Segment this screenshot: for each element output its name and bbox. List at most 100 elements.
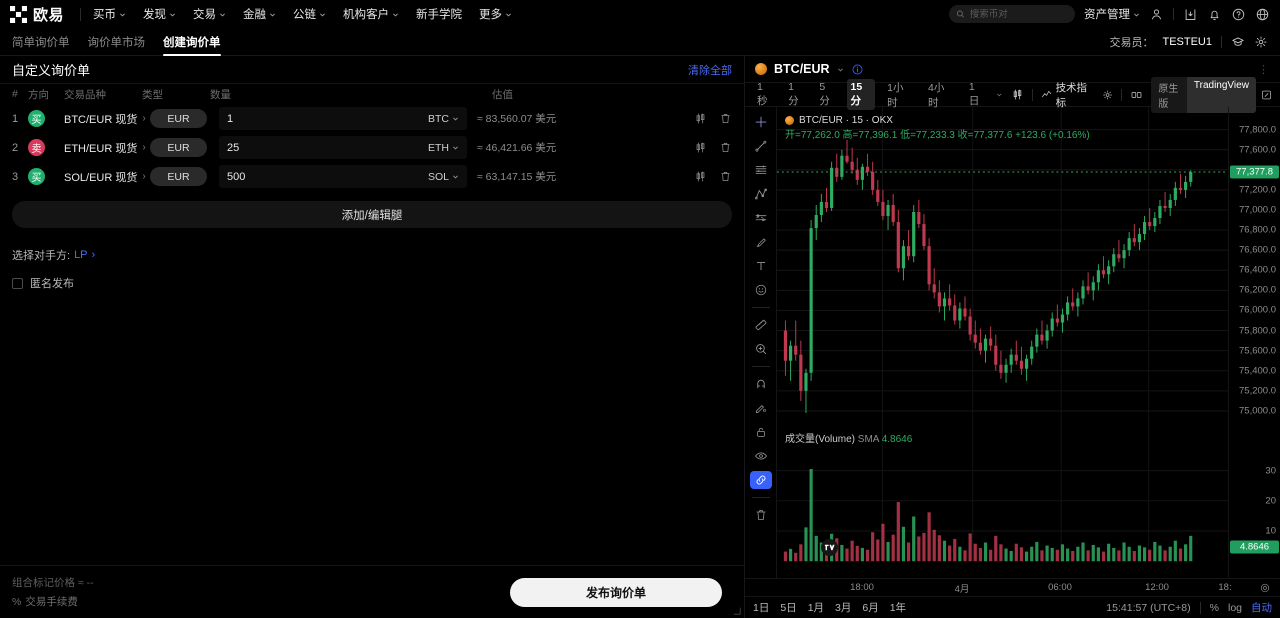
gear-icon[interactable] — [1254, 35, 1268, 49]
row-quantity-field[interactable]: SOL — [219, 165, 467, 188]
resize-grip-icon[interactable] — [733, 607, 741, 615]
lock-icon[interactable] — [750, 423, 772, 441]
tradingview-logo[interactable] — [821, 539, 838, 556]
row-type-select[interactable]: EUR — [150, 109, 207, 128]
trash-icon[interactable] — [719, 112, 732, 125]
nav-item-discover[interactable]: 发现 — [143, 6, 176, 22]
trash-icon[interactable] — [719, 170, 732, 183]
pattern-tool-icon[interactable] — [750, 185, 772, 203]
add-edit-leg-button[interactable]: 添加/编辑腿 — [12, 201, 732, 228]
timeframe-5m[interactable]: 5分 — [819, 81, 830, 107]
side-badge-sell[interactable]: 卖 — [28, 139, 45, 156]
side-badge-buy[interactable]: 买 — [28, 110, 45, 127]
tab-create-rfq[interactable]: 创建询价单 — [163, 28, 221, 56]
price-axis[interactable]: 77,800.077,600.077,400.077,200.077,000.0… — [1228, 107, 1280, 578]
nav-item-trade[interactable]: 交易 — [193, 6, 226, 22]
chevron-down-icon[interactable] — [996, 91, 1003, 98]
crosshair-tool-icon[interactable] — [750, 113, 772, 131]
tab-simple-rfq[interactable]: 简单询价单 — [12, 36, 70, 49]
range-1y[interactable]: 1年 — [889, 602, 907, 614]
info-icon[interactable] — [851, 63, 864, 76]
range-3m[interactable]: 3月 — [835, 602, 852, 614]
range-1d[interactable]: 1日 — [753, 602, 770, 614]
unit-select[interactable]: BTC — [428, 113, 459, 125]
timeframe-1s[interactable]: 1秒 — [757, 81, 768, 107]
time-settings-icon[interactable] — [1259, 582, 1271, 594]
candlestick-chart-icon[interactable] — [694, 170, 707, 183]
row-instrument[interactable]: SOL/EUR 现货 › — [64, 169, 150, 185]
quantity-input[interactable] — [227, 170, 428, 183]
trash-icon[interactable] — [750, 506, 772, 524]
timeframe-15m[interactable]: 15分 — [846, 79, 876, 110]
gear-icon[interactable] — [1102, 89, 1113, 101]
timeframe-1m[interactable]: 1分 — [788, 81, 799, 107]
range-1m[interactable]: 1月 — [807, 602, 825, 614]
candlestick-chart-icon[interactable] — [694, 141, 707, 154]
nav-item-chain[interactable]: 公链 — [293, 6, 326, 22]
user-icon[interactable] — [1149, 7, 1164, 22]
chevron-down-icon[interactable] — [837, 66, 844, 73]
auto-scale-toggle[interactable]: 自动 — [1251, 602, 1272, 614]
nav-item-academy[interactable]: 新手学院 — [416, 6, 462, 22]
counterparty-value[interactable]: LP — [74, 249, 88, 261]
emoji-tool-icon[interactable] — [750, 281, 772, 299]
timeframe-4h[interactable]: 4小时 — [928, 81, 945, 109]
view-tradingview-option[interactable]: TradingView — [1186, 76, 1256, 113]
nav-item-institutional[interactable]: 机构客户 — [343, 6, 399, 22]
trash-icon[interactable] — [719, 141, 732, 154]
asset-management-menu[interactable]: 资产管理 — [1084, 6, 1140, 22]
clear-all-button[interactable]: 清除全部 — [688, 64, 732, 77]
graduation-cap-icon[interactable] — [1231, 35, 1245, 49]
unit-select[interactable]: SOL — [428, 171, 459, 183]
row-quantity-field[interactable]: BTC — [219, 107, 467, 130]
indicators-button[interactable]: 技术指标 — [1041, 80, 1095, 110]
row-quantity-field[interactable]: ETH — [219, 136, 467, 159]
brush-tool-icon[interactable] — [750, 233, 772, 251]
text-tool-icon[interactable] — [750, 257, 772, 275]
layout-icon[interactable] — [1130, 89, 1143, 101]
sync-link-icon[interactable] — [749, 471, 772, 489]
range-6m[interactable]: 6月 — [862, 602, 879, 614]
row-type-select[interactable]: EUR — [150, 138, 207, 157]
bell-icon[interactable] — [1207, 7, 1222, 22]
time-axis[interactable]: 18:00 4月 06:00 12:00 18: — [745, 578, 1280, 596]
nav-item-buy-crypto[interactable]: 买币 — [93, 6, 126, 22]
chevron-right-icon[interactable]: › — [91, 249, 96, 261]
nav-item-more[interactable]: 更多 — [479, 6, 512, 22]
candlestick-type-icon[interactable] — [1011, 88, 1024, 101]
magnet-tool-icon[interactable] — [750, 375, 772, 393]
unit-select[interactable]: ETH — [428, 142, 459, 154]
range-5d[interactable]: 5日 — [780, 602, 797, 614]
chart-plot-area[interactable]: BTC/EUR · 15 · OKX 开=77,262.0 高=77,396.1… — [777, 107, 1228, 578]
search-box[interactable] — [949, 5, 1075, 23]
tab-rfq-market[interactable]: 询价单市场 — [87, 36, 146, 49]
eye-hide-icon[interactable] — [750, 447, 772, 465]
horizontal-lines-tool-icon[interactable] — [750, 161, 772, 179]
row-type-select[interactable]: EUR — [150, 167, 207, 186]
quantity-input[interactable] — [227, 112, 428, 125]
forecast-tool-icon[interactable] — [750, 209, 772, 227]
measure-tool-icon[interactable] — [750, 316, 772, 334]
percent-scale-toggle[interactable]: % — [1209, 601, 1219, 614]
trend-line-tool-icon[interactable] — [750, 137, 772, 155]
help-icon[interactable] — [1231, 7, 1246, 22]
log-scale-toggle[interactable]: log — [1227, 601, 1242, 614]
row-instrument[interactable]: ETH/EUR 现货 › — [64, 140, 150, 156]
okx-logo[interactable]: 欧易 — [10, 4, 64, 25]
download-icon[interactable] — [1183, 7, 1198, 22]
row-instrument[interactable]: BTC/EUR 现货 › — [64, 111, 150, 127]
quantity-input[interactable] — [227, 141, 428, 154]
fullscreen-icon[interactable] — [1261, 89, 1272, 101]
globe-icon[interactable] — [1255, 7, 1270, 22]
timeframe-1h[interactable]: 1小时 — [887, 81, 904, 109]
anonymous-publish-option[interactable]: 匿名发布 — [0, 263, 744, 291]
anonymous-checkbox[interactable] — [12, 277, 23, 289]
drawing-mode-icon[interactable] — [750, 399, 772, 417]
search-input[interactable] — [969, 8, 1068, 20]
zoom-tool-icon[interactable] — [750, 340, 772, 358]
view-native-option[interactable]: 原生版 — [1158, 83, 1179, 110]
candlestick-chart-icon[interactable] — [694, 112, 707, 125]
panel-drag-handle[interactable]: ⋮ — [1258, 63, 1270, 76]
publish-rfq-button[interactable]: 发布询价单 — [510, 577, 722, 607]
timeframe-1d[interactable]: 1日 — [968, 81, 980, 107]
